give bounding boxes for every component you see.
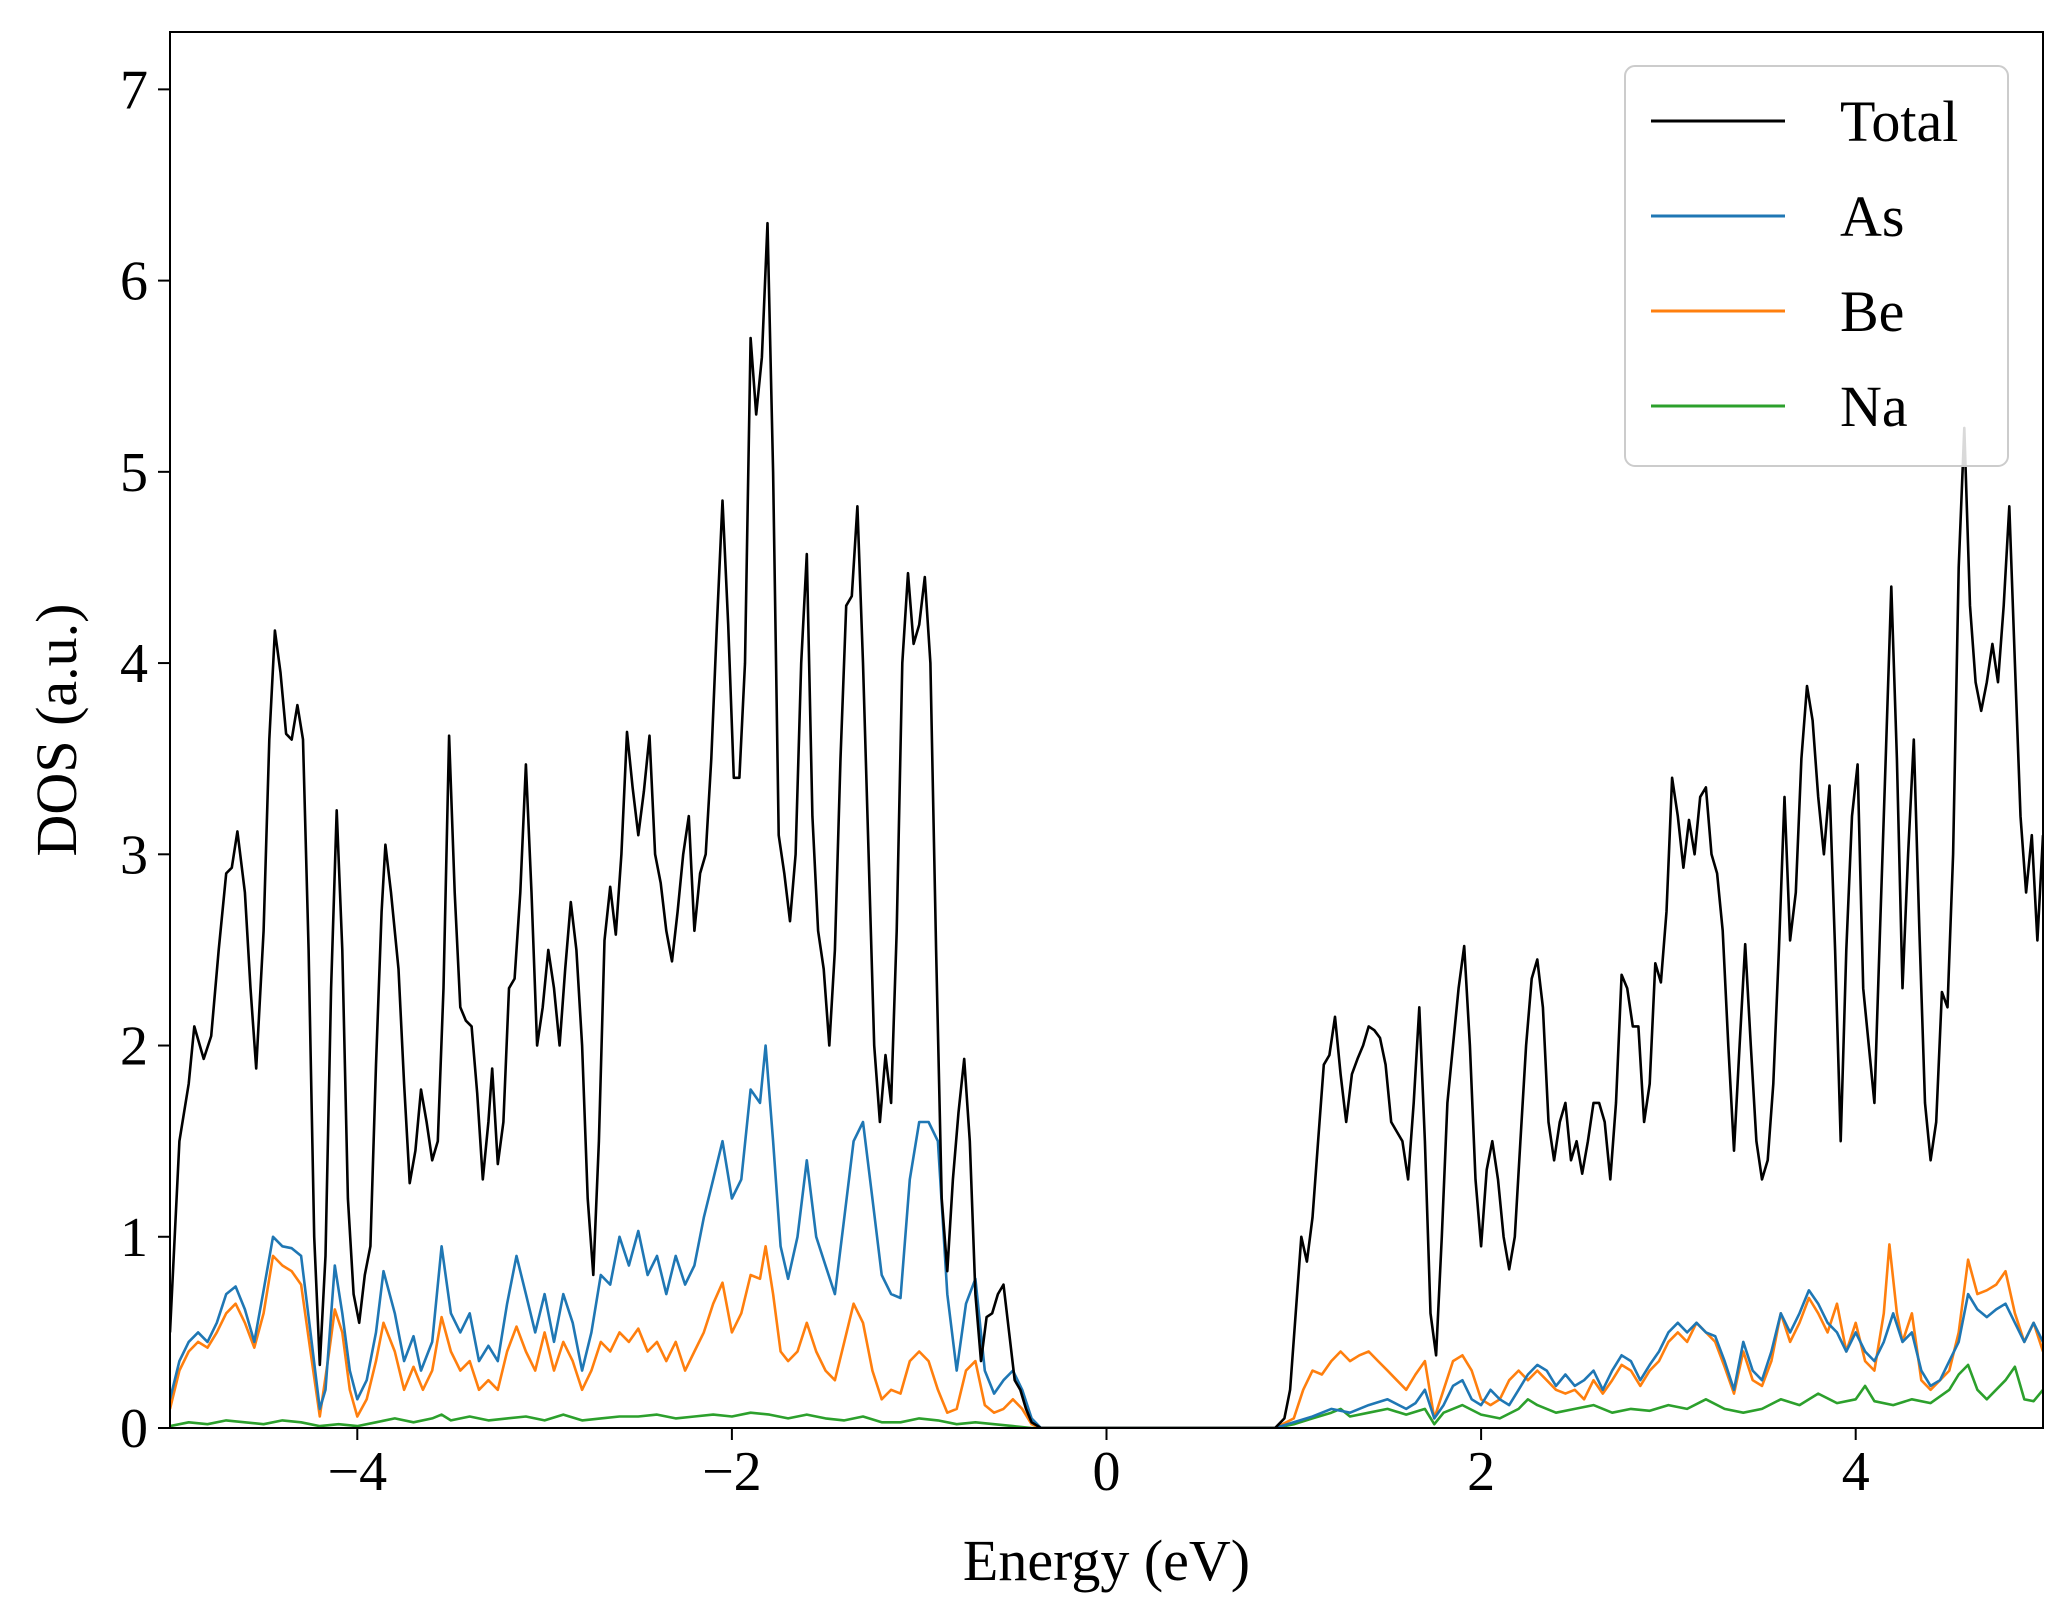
series-layer	[170, 221, 2043, 1428]
y-axis-label: DOS (a.u.)	[24, 604, 89, 857]
y-tick-label: 4	[120, 633, 148, 695]
y-tick-label: 6	[120, 251, 148, 313]
series-line-as	[170, 1044, 2043, 1428]
y-tick-label: 3	[120, 824, 148, 886]
y-axis: 0 1 2 3 4 5 6 7	[120, 59, 170, 1460]
y-tick-label: 0	[120, 1398, 148, 1460]
x-tick-label: −4	[328, 1441, 388, 1503]
x-tick-label: 2	[1467, 1441, 1495, 1503]
legend-label-total: Total	[1840, 89, 1958, 154]
legend-label-na: Na	[1840, 374, 1908, 439]
series-line-na	[170, 1363, 2043, 1428]
legend: Total As Be Na	[1624, 65, 2009, 467]
y-tick-label: 7	[120, 59, 148, 121]
legend-label-be: Be	[1840, 279, 1904, 344]
y-tick-label: 5	[120, 442, 148, 504]
legend-box	[1624, 65, 2009, 467]
x-tick-label: 4	[1842, 1441, 1870, 1503]
series-line-total	[170, 221, 2043, 1428]
x-tick-label: −2	[702, 1441, 762, 1503]
x-axis-label: Energy (eV)	[963, 1528, 1250, 1593]
series-line-be	[170, 1243, 2043, 1428]
legend-label-as: As	[1840, 184, 1904, 249]
x-axis: −4 −2 0 2 4	[328, 1428, 1870, 1503]
x-tick-label: 0	[1093, 1441, 1121, 1503]
y-tick-label: 1	[120, 1207, 148, 1269]
y-tick-label: 2	[120, 1016, 148, 1078]
